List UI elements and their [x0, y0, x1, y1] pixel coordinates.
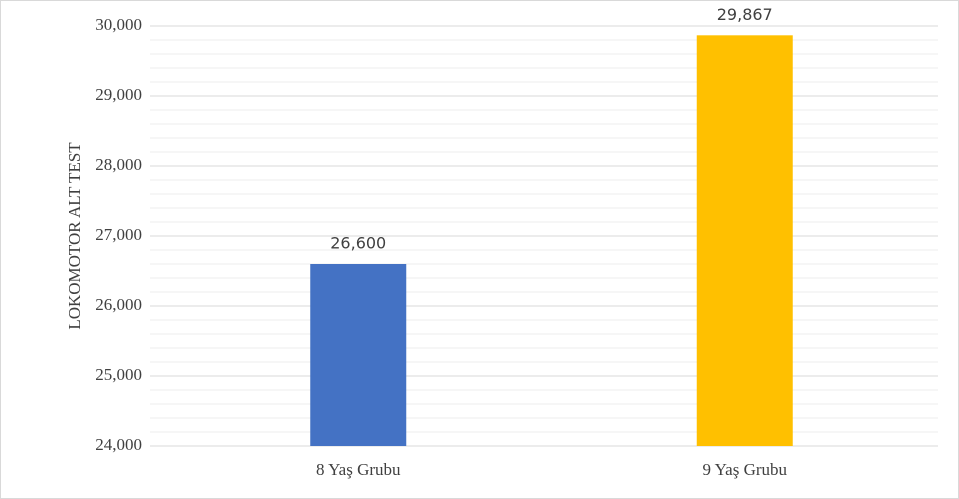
bar	[310, 264, 407, 446]
y-tick-label: 24,000	[95, 435, 142, 454]
y-tick-label: 25,000	[95, 365, 142, 384]
bar	[696, 35, 793, 447]
y-tick-label: 29,000	[95, 85, 142, 104]
y-tick-label: 30,000	[95, 15, 142, 34]
y-tick-label: 27,000	[95, 225, 142, 244]
y-tick-label: 26,000	[95, 295, 142, 314]
data-label: 26,600	[330, 234, 386, 253]
x-tick-label: 9 Yaş Grubu	[702, 460, 787, 479]
data-label: 29,867	[717, 5, 773, 24]
y-axis-title: LOKOMOTOR ALT TEST	[65, 142, 84, 330]
y-tick-label: 28,000	[95, 155, 142, 174]
x-tick-label: 8 Yaş Grubu	[316, 460, 401, 479]
